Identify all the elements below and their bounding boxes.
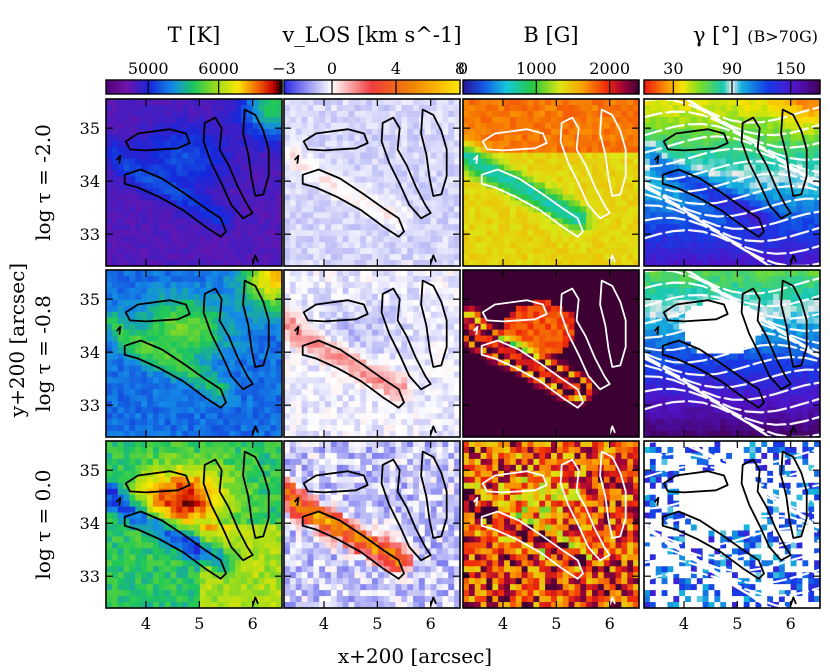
colorbar-2: −3 0 4 8	[272, 59, 465, 95]
colorbar-tick-label: −3	[272, 59, 296, 78]
x-tick-label: 6	[605, 614, 615, 633]
colorbar-4: 30 90 150	[643, 59, 821, 95]
colorbar-tick-label: 5000	[128, 59, 169, 78]
panel-r2-c2	[283, 269, 461, 438]
panel-frame	[283, 269, 461, 438]
colorbar-tick-label: 30	[663, 59, 683, 78]
y-tick-label: 33	[80, 567, 100, 586]
y-axis-label: y+200 [arcsec]	[5, 263, 29, 418]
column-title: B [G]	[523, 23, 578, 47]
column-title: T [K]	[168, 23, 221, 47]
y-tick-label: 35	[80, 290, 100, 309]
row-label: log τ = -2.0	[31, 124, 55, 241]
colorbar-3: 0 1000 2000	[458, 59, 640, 95]
x-tick-label: 5	[372, 614, 382, 633]
colorbar-frame	[462, 79, 640, 95]
colorbar-frame	[105, 79, 283, 95]
panel-frame	[283, 440, 461, 609]
panel-r2-c4	[643, 269, 821, 438]
x-tick-label: 4	[679, 614, 689, 633]
panel-r2-c1	[105, 269, 283, 438]
colorbar-tick-label: 2000	[589, 59, 630, 78]
panel-frame	[105, 98, 283, 267]
x-tick-label: 6	[426, 614, 436, 633]
x-tick-label: 6	[248, 614, 258, 633]
panel-r1-c2	[283, 98, 461, 267]
row-label: log τ = -0.8	[31, 295, 55, 412]
panel-r2-c3	[462, 269, 640, 438]
panel-frame	[462, 440, 640, 609]
x-tick-label: 5	[194, 614, 204, 633]
panel-frame	[643, 98, 821, 267]
colorbar-1: 5000 6000	[105, 59, 283, 95]
row-label: log τ = 0.0	[31, 470, 55, 580]
y-tick-label: 34	[80, 343, 100, 362]
x-tick-label: 4	[319, 614, 329, 633]
panel-r3-c4	[643, 440, 821, 609]
colorbar-tick-label: 8	[455, 59, 465, 78]
colorbar-tick-label: 1000	[516, 59, 557, 78]
panel-r1-c1	[105, 98, 283, 267]
x-tick-label: 4	[498, 614, 508, 633]
panel-r3-c3	[462, 440, 640, 609]
y-tick-label: 34	[80, 172, 100, 191]
panel-r3-c2	[283, 440, 461, 609]
column-title-note: (B>70G)	[747, 27, 818, 46]
panel-frame	[105, 269, 283, 438]
panel-frame	[462, 269, 640, 438]
column-title: v_LOS [km s^-1]	[281, 23, 461, 47]
panel-frame	[105, 440, 283, 609]
y-tick-label: 34	[80, 514, 100, 533]
x-tick-label: 5	[732, 614, 742, 633]
panel-frame	[462, 98, 640, 267]
colorbar-tick-label: 0	[327, 59, 337, 78]
y-tick-label: 35	[80, 461, 100, 480]
panel-r3-c1	[105, 440, 283, 609]
x-tick-label: 4	[141, 614, 151, 633]
column-title: γ [°]	[693, 23, 739, 47]
colorbar-tick-label: 6000	[198, 59, 239, 78]
colorbar-tick-label: 90	[722, 59, 742, 78]
colorbar-tick-label: 0	[458, 59, 468, 78]
colorbar-frame	[283, 79, 461, 95]
panel-r1-c3	[462, 98, 640, 267]
y-tick-label: 35	[80, 119, 100, 138]
panel-r1-c4	[643, 98, 821, 267]
panel-frame	[283, 98, 461, 267]
x-tick-label: 6	[786, 614, 796, 633]
y-tick-label: 33	[80, 396, 100, 415]
panel-frame	[643, 440, 821, 609]
x-axis-label: x+200 [arcsec]	[338, 644, 492, 668]
y-tick-label: 33	[80, 225, 100, 244]
colorbar-tick-label: 4	[391, 59, 401, 78]
x-tick-label: 5	[551, 614, 561, 633]
colorbar-tick-label: 150	[775, 59, 806, 78]
panel-frame	[643, 269, 821, 438]
